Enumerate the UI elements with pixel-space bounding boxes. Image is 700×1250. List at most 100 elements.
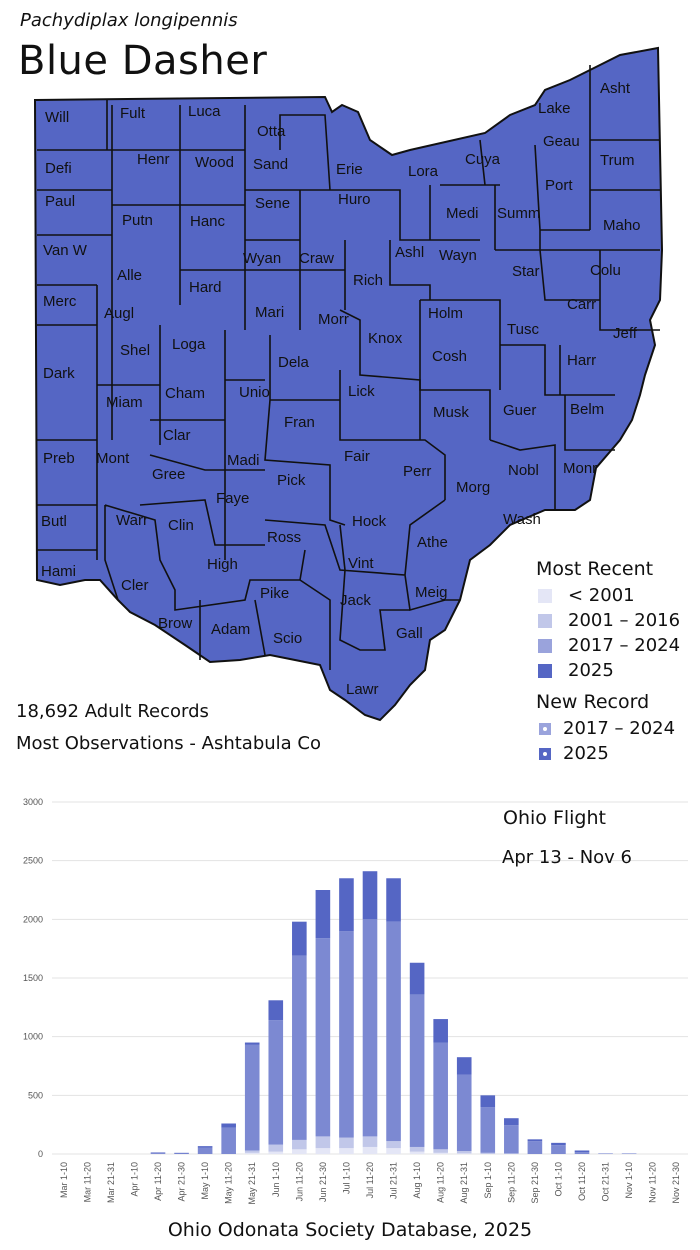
- x-tick-label: Apr 21-30: [177, 1162, 187, 1202]
- county-label: Fran: [284, 414, 315, 431]
- legend-item: < 2001: [536, 583, 696, 608]
- bar-segment: [197, 1147, 213, 1154]
- bar-segment: [292, 955, 307, 1140]
- x-tick-label: Jul 11-20: [365, 1162, 375, 1198]
- x-tick-label: Aug 11-20: [436, 1162, 446, 1203]
- x-tick-label: May 11-20: [224, 1162, 234, 1204]
- county-label: Van W: [43, 242, 88, 259]
- ohio-county-map: Will Fult Luca Otta Lake Asht Defi Henr …: [33, 46, 664, 722]
- county-label: Lora: [408, 163, 439, 180]
- x-tick-label: Jun 1-10: [271, 1162, 281, 1197]
- county-label: Madi: [227, 452, 260, 469]
- county-label: Hanc: [190, 213, 226, 230]
- county-label: Harr: [567, 352, 596, 369]
- bar-segment: [174, 1153, 189, 1154]
- x-tick-label: Nov 11-20: [648, 1162, 658, 1203]
- bar-segment: [268, 1144, 284, 1152]
- bar-segment: [574, 1152, 590, 1154]
- bar-segment: [551, 1142, 566, 1146]
- x-tick-label: Nov 21-30: [671, 1162, 681, 1204]
- y-tick-label: 1500: [23, 973, 43, 983]
- county-label: Fult: [120, 105, 146, 122]
- county-label: Vint: [348, 555, 374, 572]
- county-label: Dark: [43, 365, 75, 382]
- legend-label: 2025: [563, 743, 609, 764]
- bar-segment: [574, 1150, 590, 1153]
- legend-label: 2001 – 2016: [568, 610, 681, 631]
- bar-segment: [339, 878, 354, 932]
- county-label: Sene: [255, 195, 290, 212]
- bar-segment: [621, 1153, 637, 1154]
- county-label: Nobl: [508, 462, 539, 479]
- x-tick-label: May 1-10: [200, 1162, 210, 1200]
- y-tick-label: 3000: [23, 797, 43, 807]
- legend-swatch: [538, 613, 552, 628]
- county-label: Guer: [503, 402, 536, 419]
- x-tick-label: Jul 1-10: [341, 1162, 351, 1194]
- legend-swatch: [538, 638, 552, 653]
- bar-segment: [409, 1146, 425, 1152]
- bar-segment: [292, 921, 307, 956]
- x-tick-label: Mar 21-31: [106, 1162, 116, 1203]
- county-label: Musk: [433, 404, 469, 421]
- bar-segment: [244, 1150, 260, 1153]
- bar-segment: [268, 1151, 284, 1154]
- county-label: Wayn: [439, 247, 477, 264]
- county-label: Monr: [563, 460, 597, 477]
- county-label: Geau: [543, 133, 580, 150]
- county-label: Asht: [600, 80, 631, 97]
- county-label: Lawr: [346, 681, 379, 698]
- bar-segment: [409, 962, 425, 995]
- legend-item: 2025: [536, 741, 696, 766]
- bar-segment: [315, 1136, 331, 1149]
- county-label: Wood: [195, 154, 234, 171]
- y-axis-ticks: 0 500 1000 1500 2000 2500 3000: [23, 797, 43, 1159]
- county-label: Holm: [428, 305, 463, 322]
- bar-segment: [456, 1057, 472, 1075]
- bar-segment: [504, 1118, 519, 1126]
- bar-segment: [456, 1153, 472, 1154]
- x-tick-label: Sep 11-20: [506, 1162, 516, 1203]
- county-label: Scio: [273, 630, 302, 647]
- bar-segment: [386, 1141, 401, 1149]
- x-tick-label: Nov 1-10: [624, 1162, 634, 1199]
- county-label: Trum: [600, 152, 634, 169]
- bar-segment: [386, 921, 401, 1142]
- county-lines-east: [429, 65, 660, 331]
- county-label: Rich: [353, 272, 383, 289]
- x-tick-label: Mar 11-20: [82, 1162, 92, 1202]
- county-label: Erie: [336, 161, 363, 178]
- x-tick-label: Sep 1-10: [483, 1162, 493, 1199]
- county-label: Alle: [117, 267, 142, 284]
- bar-segment: [504, 1125, 519, 1154]
- county-label: Miam: [106, 394, 143, 411]
- county-label: Cham: [165, 385, 205, 402]
- county-label: Jeff: [613, 325, 638, 342]
- state-outline: [33, 46, 664, 722]
- bar-segment: [433, 1149, 448, 1153]
- county-lines-southwest: [104, 504, 331, 670]
- x-tick-label: Aug 1-10: [412, 1162, 422, 1199]
- county-label: Henr: [137, 151, 170, 168]
- county-label: Luca: [188, 103, 221, 120]
- county-label: Dela: [278, 354, 310, 371]
- x-tick-label: Oct 21-31: [601, 1162, 611, 1202]
- bar-segment: [292, 1139, 307, 1150]
- bar-segment: [598, 1153, 613, 1154]
- county-label: Ashl: [395, 244, 424, 261]
- chart-subtitle: Apr 13 - Nov 6: [502, 847, 633, 868]
- common-name-title: Blue Dasher: [18, 38, 268, 84]
- county-label: Cler: [121, 577, 149, 594]
- legend-item: 2017 – 2024: [536, 633, 696, 658]
- bar-segment: [362, 871, 378, 920]
- county-label: Tusc: [507, 321, 539, 338]
- county-label: Star: [512, 263, 540, 280]
- county-label: Adam: [211, 621, 250, 638]
- bar-segment: [221, 1123, 236, 1128]
- y-tick-label: 2000: [23, 914, 43, 924]
- county-label: Lick: [348, 383, 375, 400]
- bar-segment: [409, 1151, 425, 1154]
- county-label: Carr: [567, 296, 596, 313]
- county-label: Cosh: [432, 348, 467, 365]
- county-label: Meig: [415, 584, 448, 601]
